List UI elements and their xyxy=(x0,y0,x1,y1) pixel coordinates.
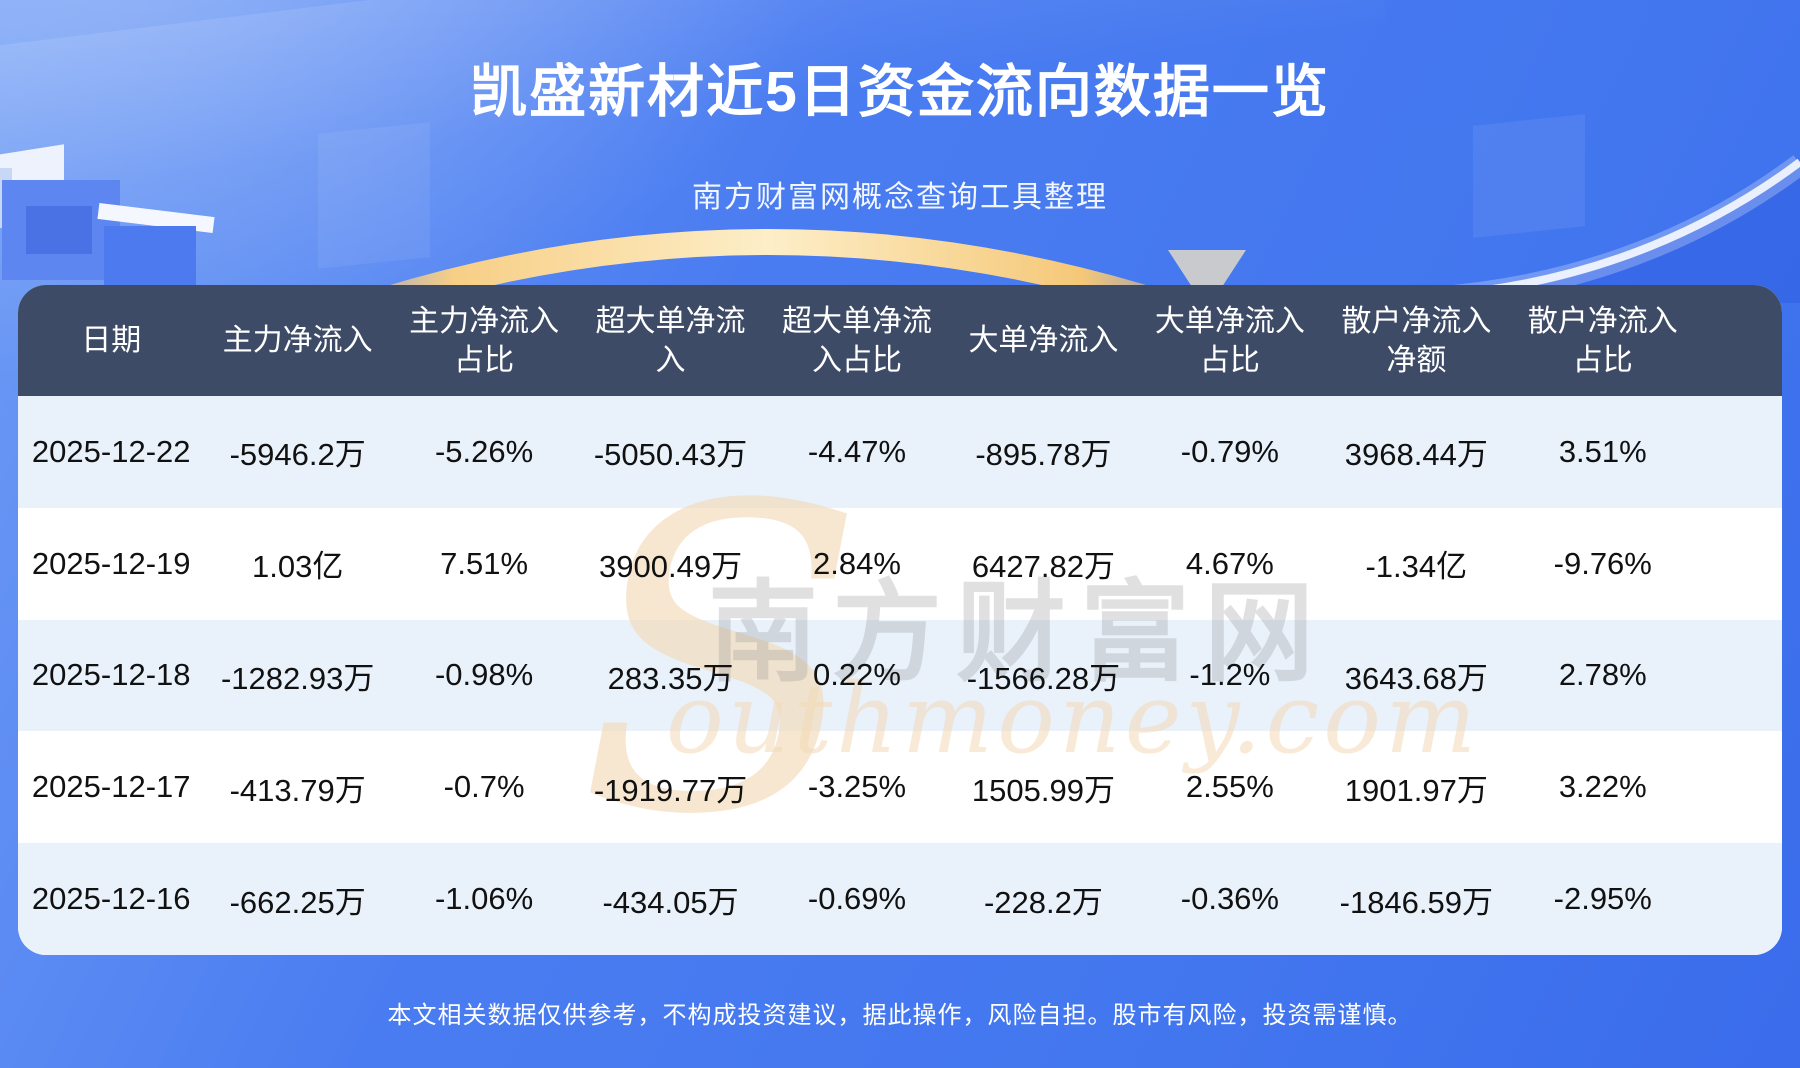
column-header: 超大单净流 入 xyxy=(595,304,746,377)
column-header: 日期 xyxy=(81,324,142,357)
value-cell: 0.22% xyxy=(813,657,901,693)
value-cell: 3900.49万 xyxy=(599,549,743,585)
value-cell: -1.2% xyxy=(1189,657,1271,693)
value-cell: 3.22% xyxy=(1558,769,1647,805)
column-header: 散户净流入 占比 xyxy=(1527,304,1678,377)
date-cell: 2025-12-17 xyxy=(31,769,191,805)
value-cell: -413.79万 xyxy=(229,772,366,808)
date-cell: 2025-12-22 xyxy=(31,433,191,469)
value-cell: -662.25万 xyxy=(229,884,366,920)
date-cell: 2025-12-19 xyxy=(31,545,191,581)
value-cell: -1846.59万 xyxy=(1339,884,1494,920)
value-cell: -1.06% xyxy=(434,881,534,917)
table-row: 2025-12-19 1.03亿 7.51% 3900.49万 2.84% 6427.82… xyxy=(18,507,1782,620)
value-cell: 3968.44万 xyxy=(1344,437,1488,473)
value-cell: 1505.99万 xyxy=(971,772,1115,808)
column-header: 主力净流入 占比 xyxy=(409,304,560,377)
value-cell: -1566.28万 xyxy=(966,660,1121,696)
value-cell: 283.35万 xyxy=(607,660,734,696)
value-cell: -3.25% xyxy=(807,769,907,805)
value-cell: -1919.77万 xyxy=(593,772,748,808)
value-cell: -0.7% xyxy=(443,769,525,805)
table-header-row: 日期 主力净流入 主力净流入 占比 超大单净流 入超大单净流 入占比 大单净流入 大单净流… xyxy=(18,285,1782,396)
value-cell: 6427.82万 xyxy=(971,549,1115,585)
footer: 本文相关数据仅供参考，不构成投资建议，据此操作，风险自担。股市有风险，投资需谨慎… xyxy=(0,995,1800,1030)
value-cell: 2.55% xyxy=(1185,769,1274,805)
building-base xyxy=(104,226,196,296)
date-cell: 2025-12-18 xyxy=(31,657,191,693)
value-cell: 7.51% xyxy=(440,545,529,581)
value-cell: 1.03亿 xyxy=(251,549,344,585)
page-title: 凯盛新材近5日资金流向数据一览 xyxy=(470,60,1330,124)
value-cell: -2.95% xyxy=(1553,881,1652,917)
value-cell: -434.05万 xyxy=(602,884,739,920)
table-row: 2025-12-18 -1282.93万 -0.98% 283.35万 0.22% -15… xyxy=(18,619,1782,732)
table-row: 2025-12-22 -5946.2万 -5.26% -5050.43万 -4.47% -… xyxy=(18,396,1782,508)
value-cell: -1.34亿 xyxy=(1365,549,1468,585)
value-cell: 3643.68万 xyxy=(1344,660,1488,696)
column-header: 超大单净流 入占比 xyxy=(781,304,932,377)
value-cell: 3.51% xyxy=(1558,433,1647,469)
date-cell: 2025-12-16 xyxy=(31,881,191,917)
value-cell: 2.78% xyxy=(1558,657,1647,693)
value-cell: -4.47% xyxy=(807,433,907,469)
value-cell: 1901.97万 xyxy=(1344,772,1488,808)
value-cell: -0.79% xyxy=(1180,433,1279,469)
column-header: 散户净流入 净额 xyxy=(1341,304,1492,377)
building-window xyxy=(26,206,92,254)
value-cell: -0.98% xyxy=(434,657,534,693)
value-cell: -5946.2万 xyxy=(229,437,366,473)
table-row: 2025-12-17 -413.79万 -0.7% -1919.77万 -3.25% 15… xyxy=(18,731,1782,844)
value-cell: -895.78万 xyxy=(975,437,1112,473)
value-cell: -5.26% xyxy=(434,433,534,469)
column-header: 主力净流入 xyxy=(222,324,373,357)
value-cell: 4.67% xyxy=(1185,545,1274,581)
value-cell: -1282.93万 xyxy=(220,660,375,696)
value-cell: -228.2万 xyxy=(983,884,1103,920)
table-row: 2025-12-16 -662.25万 -1.06% -434.05万 -0.69% -2… xyxy=(18,843,1782,955)
value-cell: -5050.43万 xyxy=(593,437,748,473)
page-subtitle: 南方财富网概念查询工具整理 xyxy=(692,181,1108,214)
disclaimer-text: 本文相关数据仅供参考，不构成投资建议，据此操作，风险自担。股市有风险，投资需谨慎… xyxy=(387,1002,1413,1029)
column-header: 大单净流入 xyxy=(968,324,1119,357)
column-header: 大单净流入 占比 xyxy=(1154,304,1305,377)
fund-flow-table: 日期 主力净流入 主力净流入 占比 超大单净流 入超大单净流 入占比 大单净流入 大单净流… xyxy=(18,285,1782,955)
value-cell: 2.84% xyxy=(813,545,901,581)
value-cell: -0.36% xyxy=(1180,881,1279,917)
table-body: 2025-12-22 -5946.2万 -5.26% -5050.43万 -4.47% -… xyxy=(18,396,1782,955)
value-cell: -0.69% xyxy=(807,881,907,917)
page-header: 凯盛新材近5日资金流向数据一览 南方财富网概念查询工具整理 xyxy=(0,0,1800,216)
value-cell: -9.76% xyxy=(1553,545,1652,581)
